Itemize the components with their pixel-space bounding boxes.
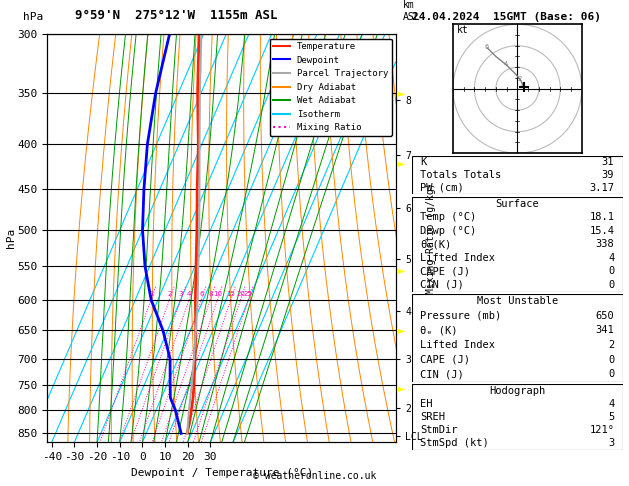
Text: 18.1: 18.1 xyxy=(589,212,615,222)
Text: 5: 5 xyxy=(608,412,615,422)
Text: 0: 0 xyxy=(608,355,615,364)
Text: ►: ► xyxy=(398,88,406,98)
Text: CIN (J): CIN (J) xyxy=(420,280,464,290)
Text: km
ASL: km ASL xyxy=(403,0,421,22)
Text: ►: ► xyxy=(398,383,406,393)
Text: 3: 3 xyxy=(608,438,615,448)
Text: Surface: Surface xyxy=(496,199,539,208)
Text: 10: 10 xyxy=(213,291,222,296)
Y-axis label: Mixing Ratio (g/kg): Mixing Ratio (g/kg) xyxy=(426,182,436,294)
Text: 25: 25 xyxy=(244,291,253,296)
Text: 2: 2 xyxy=(517,76,521,82)
Text: Hodograph: Hodograph xyxy=(489,385,545,396)
Y-axis label: hPa: hPa xyxy=(6,228,16,248)
Text: Lifted Index: Lifted Index xyxy=(420,340,496,350)
Text: 6: 6 xyxy=(484,44,488,50)
Text: 2: 2 xyxy=(167,291,172,296)
Text: ►: ► xyxy=(398,158,406,168)
Text: 121°: 121° xyxy=(589,425,615,435)
Text: CAPE (J): CAPE (J) xyxy=(420,266,470,277)
Text: Lifted Index: Lifted Index xyxy=(420,253,496,263)
Text: Totals Totals: Totals Totals xyxy=(420,170,502,180)
Text: ►: ► xyxy=(398,326,406,335)
Text: 3: 3 xyxy=(179,291,183,296)
Text: 3.17: 3.17 xyxy=(589,183,615,193)
Text: © weatheronline.co.uk: © weatheronline.co.uk xyxy=(253,471,376,481)
Text: StmDir: StmDir xyxy=(420,425,458,435)
Text: 15: 15 xyxy=(226,291,235,296)
X-axis label: Dewpoint / Temperature (°C): Dewpoint / Temperature (°C) xyxy=(131,468,313,478)
Text: 9°59'N  275°12'W  1155m ASL: 9°59'N 275°12'W 1155m ASL xyxy=(75,9,277,22)
Text: StmSpd (kt): StmSpd (kt) xyxy=(420,438,489,448)
Text: Most Unstable: Most Unstable xyxy=(477,296,558,306)
Text: 24.04.2024  15GMT (Base: 06): 24.04.2024 15GMT (Base: 06) xyxy=(412,12,601,22)
Text: PW (cm): PW (cm) xyxy=(420,183,464,193)
Text: 2: 2 xyxy=(608,340,615,350)
Text: Dewp (°C): Dewp (°C) xyxy=(420,226,477,236)
Text: Pressure (mb): Pressure (mb) xyxy=(420,311,502,321)
Text: 650: 650 xyxy=(596,311,615,321)
Text: 15.4: 15.4 xyxy=(589,226,615,236)
Text: 0: 0 xyxy=(521,83,525,88)
Text: 0: 0 xyxy=(608,266,615,277)
Text: 0: 0 xyxy=(608,369,615,379)
Text: Temp (°C): Temp (°C) xyxy=(420,212,477,222)
Text: 341: 341 xyxy=(596,326,615,335)
Text: kt: kt xyxy=(457,25,469,35)
Text: SREH: SREH xyxy=(420,412,445,422)
Text: 6: 6 xyxy=(199,291,204,296)
Legend: Temperature, Dewpoint, Parcel Trajectory, Dry Adiabat, Wet Adiabat, Isotherm, Mi: Temperature, Dewpoint, Parcel Trajectory… xyxy=(270,38,392,136)
Text: K: K xyxy=(420,157,426,167)
Text: CIN (J): CIN (J) xyxy=(420,369,464,379)
Text: 4: 4 xyxy=(187,291,191,296)
Text: 20: 20 xyxy=(236,291,245,296)
Text: 31: 31 xyxy=(602,157,615,167)
Text: θₑ(K): θₑ(K) xyxy=(420,239,452,249)
Text: 4: 4 xyxy=(503,61,508,67)
Text: 338: 338 xyxy=(596,239,615,249)
Text: 8: 8 xyxy=(208,291,213,296)
Text: 4: 4 xyxy=(608,253,615,263)
Text: 1: 1 xyxy=(149,291,153,296)
Text: hPa: hPa xyxy=(23,12,43,22)
Text: 0: 0 xyxy=(608,280,615,290)
Text: 4: 4 xyxy=(608,399,615,409)
Text: ►: ► xyxy=(398,265,406,275)
Text: CAPE (J): CAPE (J) xyxy=(420,355,470,364)
Text: 39: 39 xyxy=(602,170,615,180)
Text: EH: EH xyxy=(420,399,433,409)
Text: θₑ (K): θₑ (K) xyxy=(420,326,458,335)
